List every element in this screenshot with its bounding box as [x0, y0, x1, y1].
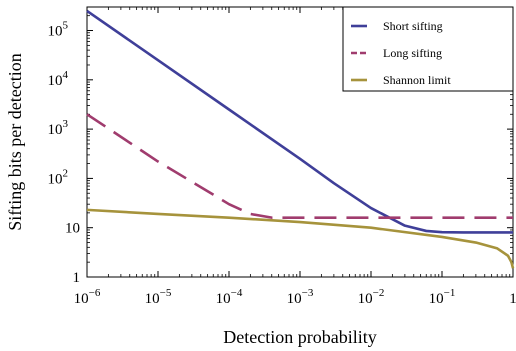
series-line [86, 113, 513, 219]
y-axis-label: Sifting bits per detection [5, 53, 25, 230]
x-tick-label: 10−1 [429, 287, 456, 307]
y-tick-label: 105 [48, 20, 69, 40]
y-tick-labels: 1 10 102 103 104 105 [48, 20, 81, 286]
legend: Short sifting Long sifting Shannon limit [342, 6, 514, 92]
x-tick-label: 10−6 [74, 287, 101, 307]
legend-label: Short sifting [383, 19, 443, 33]
legend-box [342, 6, 514, 92]
legend-label: Shannon limit [383, 73, 451, 87]
x-tick-label: 10−5 [145, 287, 172, 307]
series-lines [86, 9, 515, 269]
x-tick-label: 1 [509, 291, 516, 307]
y-tick-label: 104 [48, 69, 69, 89]
x-tick-label: 10−2 [358, 287, 385, 307]
legend-items: Short sifting Long sifting Shannon limit [351, 19, 451, 87]
x-tick-label: 10−4 [216, 287, 243, 307]
series-line [86, 208, 515, 269]
y-tick-label: 102 [48, 167, 69, 187]
y-tick-label: 10 [65, 221, 80, 237]
legend-label: Long sifting [383, 46, 442, 60]
x-tick-label: 10−3 [287, 287, 314, 307]
y-tick-label: 103 [48, 118, 69, 138]
y-tick-label: 1 [73, 270, 81, 286]
x-tick-labels: 10−6 10−5 10−4 10−3 10−2 10−1 1 [74, 287, 516, 307]
x-axis-label: Detection probability [223, 327, 376, 347]
